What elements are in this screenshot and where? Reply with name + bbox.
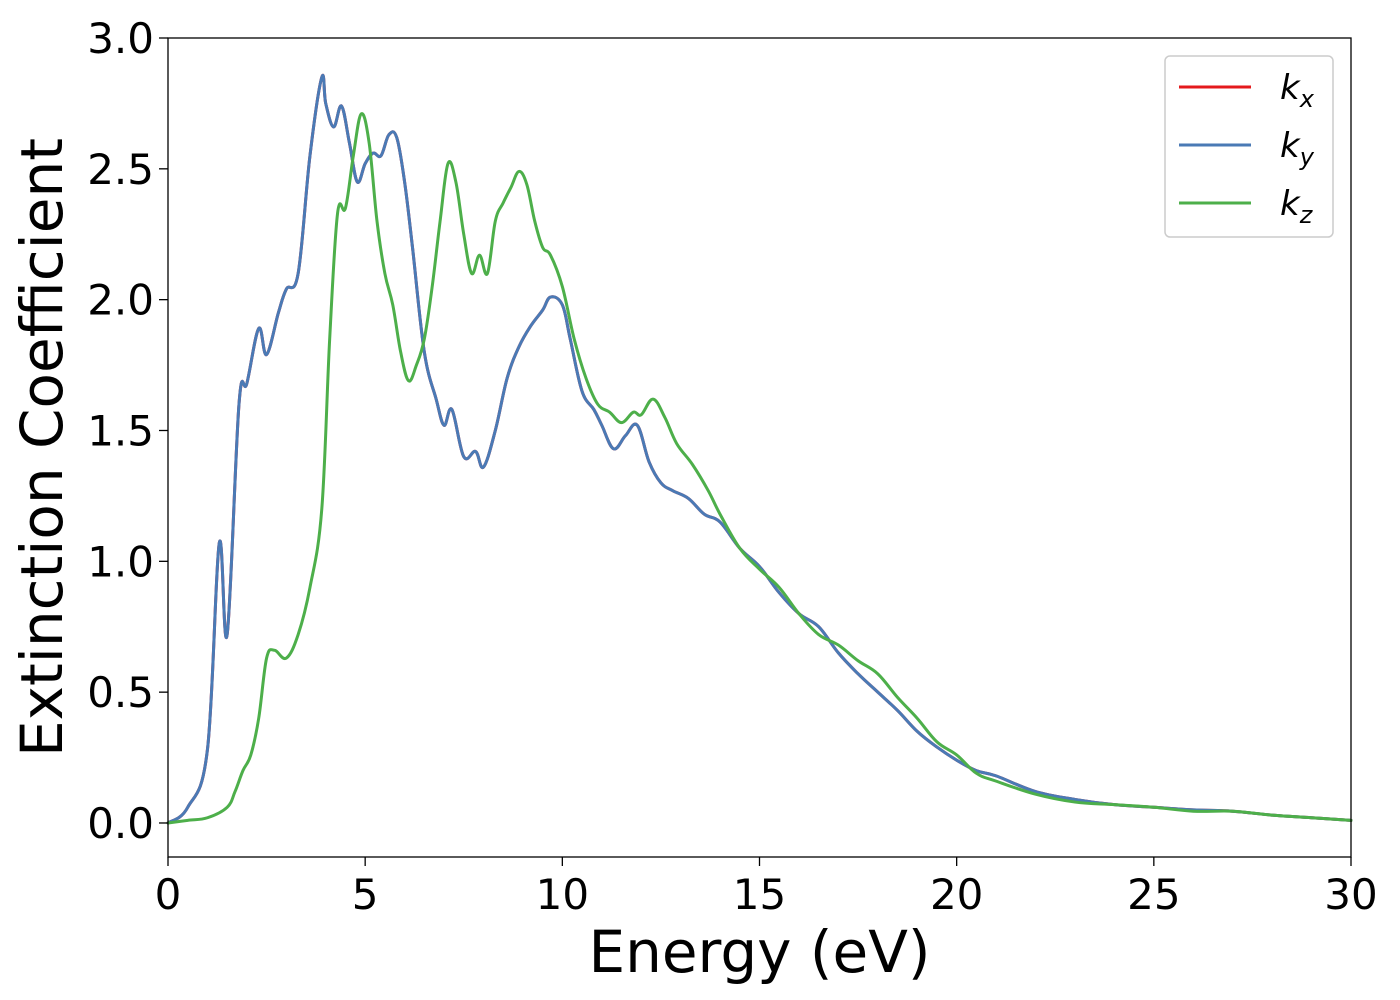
series-line-y — [166, 73, 1353, 825]
legend-label-subscript: y — [1299, 143, 1315, 171]
plot-series-group — [166, 73, 1353, 825]
x-tick-label: 5 — [352, 870, 379, 919]
x-tick-label: 30 — [1324, 870, 1377, 919]
x-tick-label: 10 — [536, 870, 589, 919]
x-tick-label: 25 — [1127, 870, 1180, 919]
legend-label-base: k — [1280, 126, 1301, 166]
legend-label-subscript: z — [1299, 201, 1314, 229]
x-tick-label: 20 — [930, 870, 983, 919]
y-tick-label: 2.0 — [87, 276, 154, 325]
y-tick-label: 0.0 — [87, 799, 154, 848]
y-axis-label: Extinction Coefficient — [8, 138, 76, 757]
x-tick-label: 15 — [733, 870, 786, 919]
x-axis-label: Energy (eV) — [588, 918, 930, 986]
legend-label-base: k — [1280, 184, 1301, 224]
y-axis: 0.0 0.5 1.0 1.5 2.0 2.5 3.0 — [87, 14, 168, 848]
series-line-z — [166, 112, 1353, 825]
legend-label-z: kz — [1280, 184, 1314, 229]
y-tick-label: 3.0 — [87, 14, 154, 63]
x-tick-label: 0 — [155, 870, 182, 919]
y-tick-label: 2.5 — [87, 145, 154, 194]
x-axis: 0 5 10 15 20 25 30 — [155, 857, 1378, 919]
legend-label-base: k — [1280, 68, 1301, 108]
y-tick-label: 0.5 — [87, 668, 154, 717]
y-tick-label: 1.5 — [87, 406, 154, 455]
legend-label-x: kx — [1280, 68, 1315, 113]
legend-label-y: ky — [1280, 126, 1315, 171]
y-tick-label: 1.0 — [87, 537, 154, 586]
legend-label-subscript: x — [1299, 85, 1315, 113]
